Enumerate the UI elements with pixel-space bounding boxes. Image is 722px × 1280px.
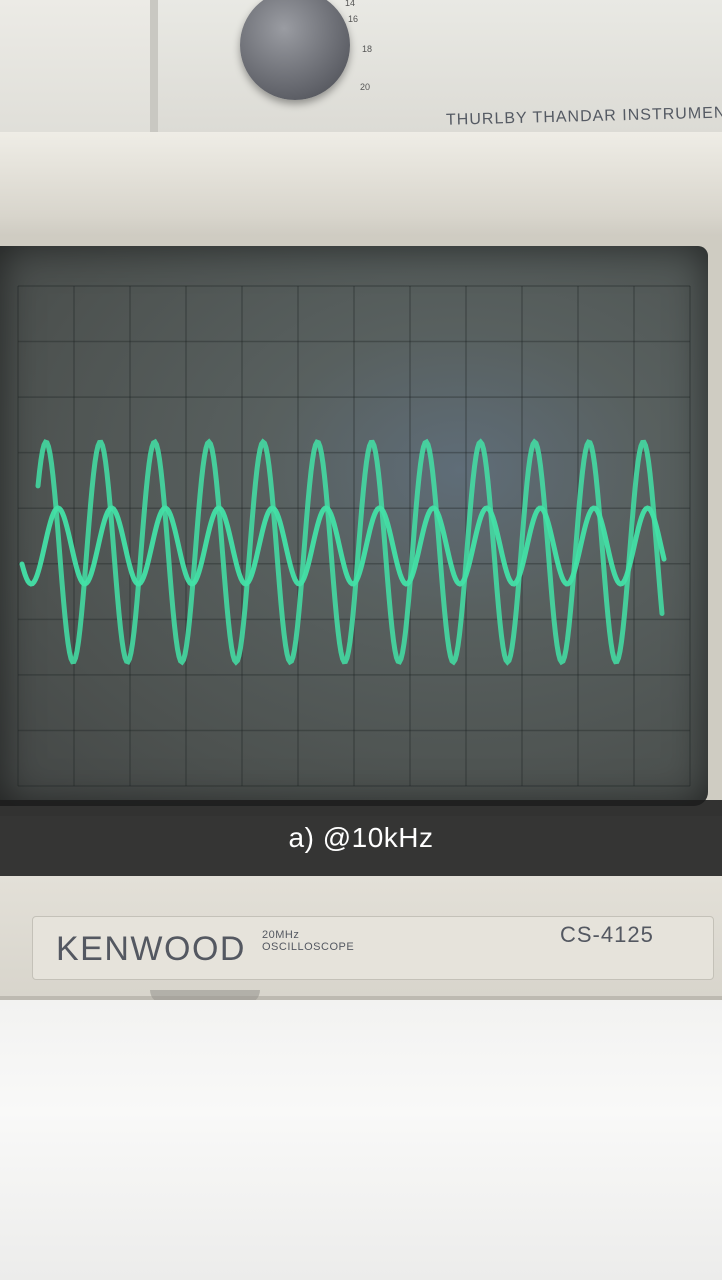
knob-scale-label: 14	[345, 0, 356, 8]
oscilloscope-spec: 20MHz OSCILLOSCOPE	[262, 929, 354, 953]
knob-scale-label: 20	[360, 82, 371, 92]
frequency-knob	[240, 0, 350, 100]
knob-scale-label: 16	[348, 14, 359, 24]
table-surface	[0, 1000, 722, 1280]
oscilloscope-screen	[0, 246, 708, 806]
type-label: OSCILLOSCOPE	[262, 941, 355, 953]
oscilloscope-brand: KENWOOD	[56, 930, 246, 968]
large-sine-trace	[35, 438, 665, 666]
signal-generator: 14 16 18 20 THURLBY THANDAR INSTRUMENT	[0, 0, 722, 140]
scope-display	[17, 285, 691, 787]
oscilloscope-label-strip	[32, 916, 714, 980]
oscilloscope-model: CS-4125	[560, 922, 654, 947]
knob-scale-label: 18	[362, 44, 373, 54]
bandwidth-label: 20MHz	[262, 929, 300, 941]
caption-text: a) @10kHz	[288, 822, 434, 853]
small-sine-trace	[19, 505, 667, 587]
snap-caption-bar: a) @10kHz	[0, 800, 722, 876]
oscilloscope-top-housing	[0, 132, 722, 252]
graticule-grid	[17, 285, 691, 787]
